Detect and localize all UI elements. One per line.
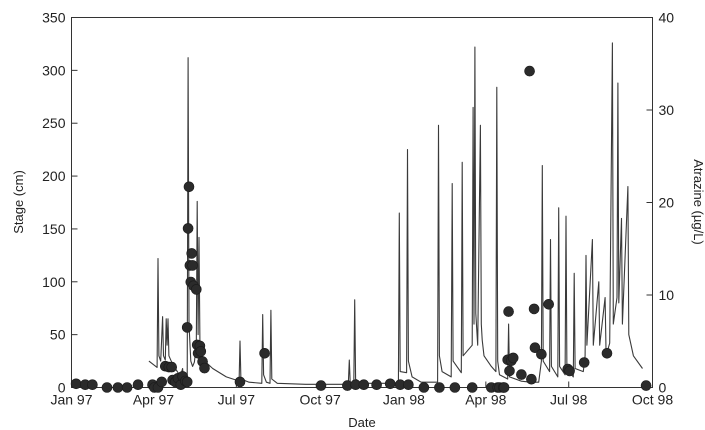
atrazine-point: [315, 380, 327, 391]
atrazine-point: [234, 376, 246, 388]
x-tick-label: Jan 98: [383, 392, 425, 408]
atrazine-point: [640, 380, 652, 391]
y-left-tick-label: 250: [42, 115, 66, 131]
y-axis-right-title: Atrazine (µg/L): [691, 159, 705, 245]
y-right-tick-label: 40: [659, 10, 675, 26]
atrazine-point: [498, 382, 510, 393]
atrazine-point: [181, 376, 193, 388]
atrazine-point: [156, 376, 167, 388]
atrazine-point: [564, 365, 575, 377]
x-tick-label: Apr 97: [133, 392, 174, 408]
atrazine-point: [191, 284, 202, 295]
atrazine-point: [166, 361, 177, 373]
atrazine-point: [403, 379, 414, 391]
y-left-tick-label: 100: [42, 274, 66, 290]
y-left-tick-label: 350: [42, 10, 66, 26]
atrazine-point: [466, 382, 478, 393]
atrazine-point: [121, 382, 133, 393]
atrazine-point: [543, 298, 555, 310]
atrazine-point: [181, 322, 193, 333]
atrazine-point: [418, 382, 430, 393]
atrazine-point: [70, 378, 82, 390]
atrazine-point: [524, 65, 535, 77]
y-left-tick-label: 50: [50, 327, 66, 343]
atrazine-point: [112, 382, 124, 393]
atrazine-point: [507, 352, 519, 364]
x-tick-label: Jul 97: [218, 392, 256, 408]
atrazine-point: [195, 346, 207, 357]
x-tick-label: Apr 98: [465, 392, 506, 408]
atrazine-point: [259, 347, 270, 359]
y-right-tick-label: 30: [659, 102, 675, 118]
y-right-tick-label: 10: [659, 287, 675, 303]
stage-series-line: [148, 42, 643, 385]
atrazine-point: [182, 223, 194, 234]
atrazine-point: [536, 348, 547, 360]
y-right-tick-label: 0: [659, 380, 667, 396]
atrazine-point: [87, 379, 98, 391]
atrazine-point: [526, 373, 537, 385]
atrazine-point: [529, 342, 541, 354]
atrazine-point: [186, 248, 197, 259]
atrazine-point: [187, 260, 198, 271]
atrazine-point: [504, 365, 515, 377]
x-tick-label: Jul 98: [550, 392, 588, 408]
atrazine-point: [371, 379, 382, 391]
x-tick-label: Jan 97: [50, 392, 92, 408]
atrazine-point: [578, 357, 590, 368]
y-right-tick-label: 20: [659, 195, 675, 211]
x-axis-title: Date: [348, 415, 375, 430]
y-left-tick-label: 0: [58, 380, 66, 396]
y-left-tick-label: 150: [42, 221, 66, 237]
atrazine-point: [183, 181, 195, 193]
atrazine-point: [528, 303, 540, 315]
atrazine-point: [601, 347, 613, 359]
atrazine-point: [516, 369, 527, 380]
atrazine-series-points: [70, 65, 652, 393]
y-axis-right: 0 10 20 30 40: [646, 10, 675, 396]
y-left-tick-label: 200: [42, 168, 66, 184]
atrazine-point: [503, 306, 514, 317]
atrazine-point: [449, 382, 461, 393]
y-axis-left: 0 50 100 150 200 250 300 350: [42, 10, 78, 396]
y-axis-left-title: Stage (cm): [11, 170, 26, 234]
x-tick-label: Oct 98: [632, 392, 673, 408]
x-tick-label: Oct 97: [299, 392, 340, 408]
atrazine-point: [434, 382, 445, 393]
atrazine-point: [132, 379, 144, 391]
atrazine-point: [199, 362, 210, 374]
y-left-tick-label: 300: [42, 62, 66, 78]
atrazine-point: [384, 378, 396, 390]
atrazine-point: [358, 379, 370, 391]
atrazine-point: [101, 382, 113, 393]
